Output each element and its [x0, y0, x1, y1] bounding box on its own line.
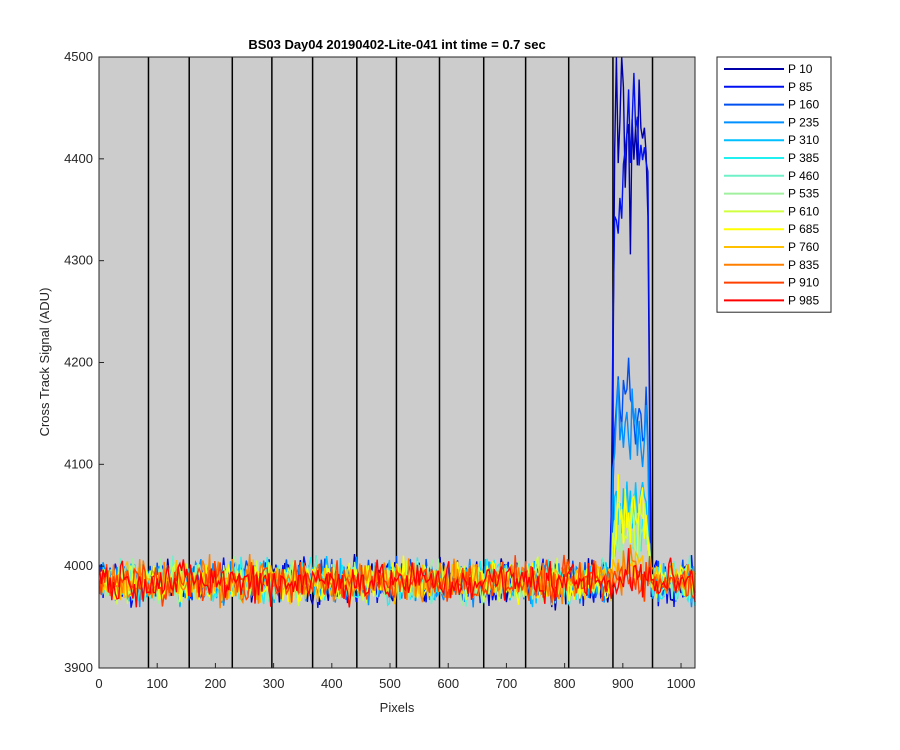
- x-tick-label: 600: [437, 676, 459, 691]
- series-layer: [98, 56, 696, 611]
- x-axis-label: Pixels: [380, 700, 415, 715]
- legend-label: P 460: [788, 169, 819, 183]
- legend-label: P 385: [788, 151, 819, 165]
- x-tick-label: 700: [496, 676, 518, 691]
- y-axis-label: Cross Track Signal (ADU): [37, 288, 52, 437]
- x-tick-label: 200: [205, 676, 227, 691]
- legend-label: P 685: [788, 222, 819, 236]
- legend-label: P 910: [788, 276, 819, 290]
- x-tick-label: 1000: [667, 676, 696, 691]
- y-tick-label: 4300: [64, 253, 93, 268]
- x-tick-label: 900: [612, 676, 634, 691]
- y-tick-label: 4500: [64, 49, 93, 64]
- y-axis: 3900 4000 4100 4200 4300 4400 4500: [64, 49, 104, 675]
- legend-label: P 610: [788, 204, 819, 218]
- legend-label: P 760: [788, 240, 819, 254]
- legend-label: P 835: [788, 258, 819, 272]
- legend-label: P 985: [788, 293, 819, 307]
- legend-label: P 535: [788, 187, 819, 201]
- legend-label: P 85: [788, 80, 813, 94]
- x-tick-label: 500: [379, 676, 401, 691]
- x-tick-label: 0: [95, 676, 102, 691]
- legend-label: P 160: [788, 98, 819, 112]
- x-tick-label: 100: [146, 676, 168, 691]
- legend-box: [716, 56, 832, 313]
- x-tick-label: 800: [554, 676, 576, 691]
- y-tick-label: 4200: [64, 355, 93, 370]
- series-line-p985: [98, 548, 696, 608]
- y-tick-label: 4400: [64, 151, 93, 166]
- legend: P 10 P 85 P 160 P 235 P 310 P 385 P 460 P 535 P …: [716, 56, 832, 313]
- legend-label: P 235: [788, 115, 819, 129]
- chart-title: BS03 Day04 20190402-Lite-041 int time = …: [248, 37, 545, 52]
- y-tick-label: 4100: [64, 456, 93, 471]
- legend-label: P 10: [788, 62, 813, 76]
- x-axis: 0 100 200 300 400 500 600 700 800 900 1000: [95, 663, 695, 691]
- x-tick-label: 300: [263, 676, 285, 691]
- legend-label: P 310: [788, 133, 819, 147]
- x-tick-label: 400: [321, 676, 343, 691]
- y-tick-label: 3900: [64, 660, 93, 675]
- series-line-p910: [98, 554, 696, 607]
- y-tick-label: 4000: [64, 558, 93, 573]
